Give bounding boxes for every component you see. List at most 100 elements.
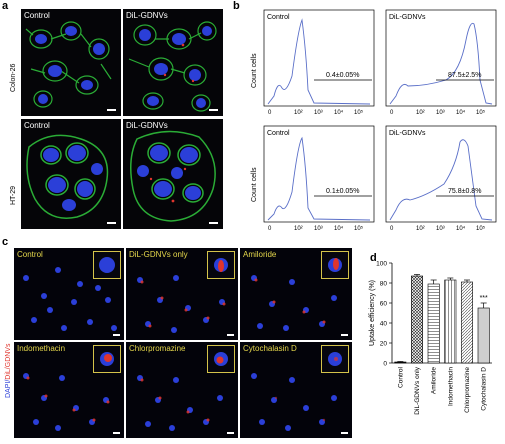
tile-image (137, 275, 226, 333)
micrograph-ht29-dil: DiL-GDNVs (123, 119, 223, 229)
scale-bar (107, 222, 116, 224)
uptake-tile-dil-only: DiL-GDNVs only (126, 248, 238, 340)
flow-plot-label: DiL-GDNVs (389, 130, 426, 137)
flow-plot-value: 75.8±0.8% (448, 188, 481, 195)
panel-b-letter: b (233, 0, 240, 12)
flow-ylabel-top: Count cells (251, 53, 258, 88)
svg-text:10⁴: 10⁴ (334, 225, 344, 232)
cell-image (130, 130, 216, 222)
flow-cytometry-panel: Count cells Count cells Control 0.4±0.05… (251, 9, 497, 232)
side-label-dapi: DAPI/ (5, 379, 12, 398)
y-tick-label: 0 (383, 361, 387, 368)
micrograph-label: Control (24, 121, 50, 130)
svg-text:0: 0 (390, 226, 394, 232)
tile-label: Control (17, 250, 43, 259)
svg-text:10²: 10² (294, 110, 303, 116)
micrograph-ht29-control: Control (21, 119, 121, 229)
cell-image (128, 21, 217, 112)
flow-plot-label: Control (267, 14, 290, 21)
micrograph-colon26-dil: DiL-GDNVs (123, 9, 223, 116)
scale-bar (341, 334, 348, 336)
y-tick-label: 80 (380, 281, 388, 288)
svg-text:10⁵: 10⁵ (476, 109, 486, 116)
uptake-tile-chlorpromazine: Chlorpromazine (126, 342, 238, 438)
y-tick-label: 40 (380, 321, 388, 328)
micrograph-label: Control (24, 11, 50, 20)
scale-bar (113, 334, 120, 336)
svg-text:0: 0 (268, 226, 272, 232)
scale-bar (341, 432, 348, 434)
x-tick-label: DiL-GDNVs only (414, 366, 421, 414)
panel-c-letter: c (2, 236, 9, 248)
flow-plot-3: Control 0.1±0.05% 0 10² 10³ 10⁴ 10⁵ (263, 125, 375, 232)
row-label-colon26: Colon-26 (10, 63, 17, 92)
bar (394, 361, 407, 364)
bar (477, 307, 490, 364)
cell-image (25, 21, 112, 108)
micrograph-label: DiL-GDNVs (126, 11, 168, 20)
tile-image (23, 267, 117, 331)
scale-bar (113, 432, 120, 434)
scale-bar (227, 432, 234, 434)
tile-label: Cytochalasin D (243, 344, 297, 353)
x-tick-label: Chlorpromazine (464, 367, 471, 413)
zoom-inset (321, 345, 349, 373)
uptake-bar-chart: Uptake efficiency (%) 0 20 40 60 80 100 Contr… (369, 261, 492, 415)
tile-image (251, 275, 337, 331)
flow-plot-label: Control (267, 130, 290, 137)
flow-plot-1: Control 0.4±0.05% 0 10² 10³ 10⁴ 10⁵ (263, 9, 375, 116)
svg-text:10²: 10² (416, 226, 425, 232)
svg-text:10⁵: 10⁵ (354, 109, 364, 116)
tile-label: DiL-GDNVs only (129, 250, 188, 259)
svg-text:10²: 10² (416, 110, 425, 116)
svg-text:10³: 10³ (436, 110, 445, 116)
svg-text:0: 0 (268, 110, 272, 116)
svg-text:10³: 10³ (436, 226, 445, 232)
flow-plot-value: 0.4±0.05% (326, 72, 359, 79)
svg-text:10⁵: 10⁵ (354, 225, 364, 232)
svg-text:10⁴: 10⁴ (456, 225, 466, 232)
y-tick-label: 20 (380, 341, 388, 348)
uptake-tile-control: Control (14, 248, 124, 340)
svg-text:10⁴: 10⁴ (334, 109, 344, 116)
x-tick-label: Control (397, 366, 404, 388)
cell-image (26, 134, 109, 219)
scale-bar (227, 334, 234, 336)
uptake-tile-cytochalasin: Cytochalasin D (240, 342, 352, 438)
tile-image (23, 373, 110, 431)
side-label-dil: DiL/GDNVs (5, 343, 12, 380)
svg-text:10³: 10³ (314, 110, 323, 116)
micrograph-label: DiL-GDNVs (126, 121, 168, 130)
svg-text:10⁵: 10⁵ (476, 225, 486, 232)
flow-plot-value: 87.5±2.5% (448, 72, 481, 79)
x-tick-label: Amiloride (431, 367, 438, 394)
flow-plot-4: DiL-GDNVs 75.8±0.8% 0 10² 10³ 10⁴ 10⁵ (385, 125, 497, 232)
panel-a-letter: a (2, 0, 9, 12)
bar (444, 279, 457, 364)
flow-plot-2: DiL-GDNVs 87.5±2.5% 0 10² 10³ 10⁴ 10⁵ (385, 9, 497, 116)
flow-xticks: 0 10² 10³ 10⁴ 10⁵ (390, 225, 486, 232)
svg-text:10³: 10³ (314, 226, 323, 232)
bar (461, 281, 473, 364)
y-tick-label: 100 (376, 261, 387, 268)
row-label-ht29: HT-29 (10, 185, 17, 205)
zoom-inset (93, 345, 121, 373)
x-tick-label: Indomethacin (447, 367, 454, 406)
scale-bar (107, 109, 116, 111)
tile-label: Indomethacin (17, 344, 66, 353)
uptake-tile-amiloride: Amiloride (240, 248, 352, 340)
micrograph-colon26-control: Control (21, 9, 121, 116)
bar (411, 275, 423, 364)
zoom-inset (207, 345, 235, 373)
panel-d-letter: d (370, 252, 377, 264)
uptake-tile-indomethacin: Indomethacin (14, 342, 124, 438)
x-tick-label: Cytochalasin D (481, 367, 488, 411)
y-tick-label: 60 (380, 301, 388, 308)
zoom-inset (207, 251, 235, 279)
tile-image (137, 375, 223, 431)
chart-ylabel: Uptake efficiency (%) (369, 280, 376, 346)
scale-bar (209, 109, 218, 111)
scale-bar (209, 222, 218, 224)
flow-xticks: 0 10² 10³ 10⁴ 10⁵ (268, 225, 364, 232)
zoom-inset (321, 251, 349, 279)
